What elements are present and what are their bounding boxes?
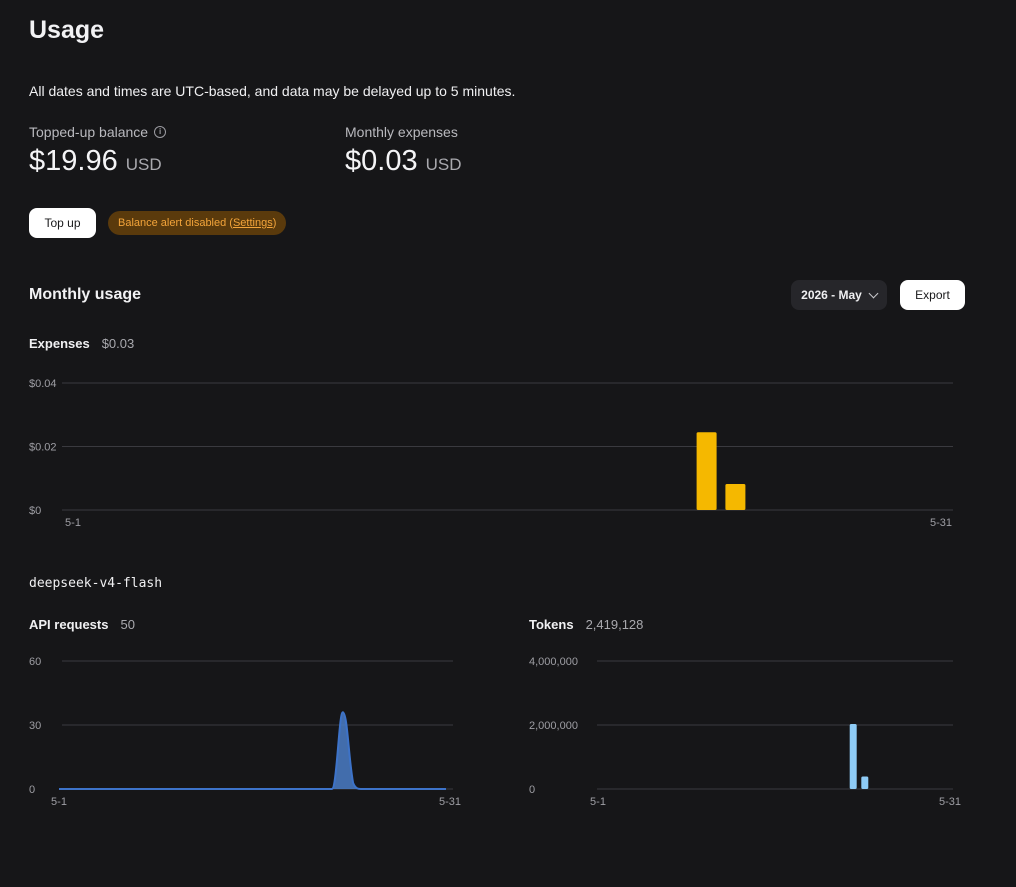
balance-alert-badge: Balance alert disabled (Settings) (108, 211, 287, 235)
requests-y-tick-label: 60 (29, 656, 41, 668)
tokens-y-tick-label: 2,000,000 (529, 720, 578, 732)
expenses-y-tick-label: $0.04 (29, 378, 57, 390)
tokens-metric: Tokens 2,419,128 (529, 617, 643, 632)
requests-metric-value: 50 (120, 617, 135, 632)
utc-notice: All dates and times are UTC-based, and d… (29, 83, 516, 99)
top-up-button[interactable]: Top up (29, 208, 96, 238)
monthly-expenses-currency: USD (425, 155, 462, 174)
export-button[interactable]: Export (900, 280, 965, 310)
tokens-metric-name: Tokens (529, 617, 574, 632)
requests-metric: API requests 50 (29, 617, 135, 632)
alert-close-paren: ) (272, 217, 277, 229)
requests-y-tick-label: 0 (29, 784, 35, 796)
monthly-expenses-label: Monthly expenses (345, 124, 458, 140)
expenses-x-tick-start: 5-1 (65, 517, 81, 529)
alert-text: Balance alert disabled ( (118, 217, 233, 229)
expenses-x-tick-end: 5-31 (930, 517, 952, 529)
balance-amount: $19.96 (29, 145, 118, 177)
requests-area (59, 712, 446, 789)
month-select[interactable]: 2026 - May (791, 280, 887, 310)
page-title: Usage (29, 16, 105, 44)
expenses-metric-value: $0.03 (101, 336, 135, 351)
balance-currency: USD (125, 155, 162, 174)
expenses-y-tick-label: $0 (29, 505, 41, 517)
tokens-bar (849, 724, 857, 789)
tokens-y-tick-label: 4,000,000 (529, 656, 578, 668)
info-icon[interactable]: i (154, 126, 167, 138)
month-select-value: 2026 - May (801, 288, 862, 302)
monthly-usage-title: Monthly usage (29, 286, 142, 303)
requests-x-tick-end: 5-31 (439, 796, 461, 808)
tokens-y-tick-label: 0 (529, 784, 535, 796)
settings-link[interactable]: Settings (232, 217, 273, 229)
requests-x-tick-start: 5-1 (51, 796, 67, 808)
balance-label: Topped-up balance (29, 124, 149, 140)
expenses-y-tick-label: $0.02 (29, 442, 57, 454)
expenses-bar (696, 432, 717, 510)
balance-stat: Topped-up balance i $19.96 USD (29, 124, 167, 178)
expenses-metric: Expenses $0.03 (29, 336, 134, 351)
model-name: deepseek-v4-flash (29, 576, 163, 591)
expenses-bar (725, 483, 746, 510)
requests-metric-name: API requests (29, 617, 109, 632)
tokens-x-tick-start: 5-1 (590, 796, 606, 808)
tokens-x-tick-end: 5-31 (939, 796, 961, 808)
tokens-bar (861, 776, 869, 789)
requests-y-tick-label: 30 (29, 720, 41, 732)
requests-line (59, 711, 446, 790)
monthly-expenses-amount: $0.03 (345, 145, 418, 177)
expenses-metric-name: Expenses (29, 336, 90, 351)
monthly-expenses-stat: Monthly expenses $0.03 USD (345, 124, 461, 178)
tokens-metric-value: 2,419,128 (585, 617, 644, 632)
